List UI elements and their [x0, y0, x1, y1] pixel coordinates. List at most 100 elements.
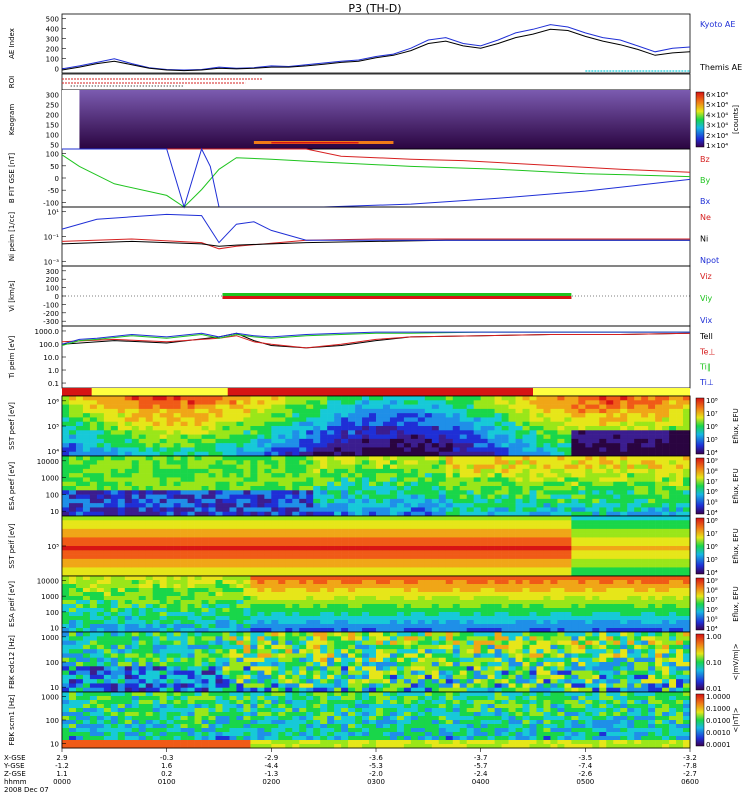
esa_e-cell	[89, 498, 98, 504]
esa_i-cell	[138, 628, 147, 633]
esa_i-cell	[62, 592, 70, 597]
esa_e-cell	[194, 481, 202, 487]
sst_i-cell	[82, 571, 91, 577]
esa_e-cell	[243, 473, 251, 478]
sst_e-cell	[648, 434, 656, 440]
sst_i-cell	[641, 516, 649, 521]
sst_e-cell	[187, 426, 195, 431]
sst_i-cell	[459, 550, 468, 555]
sst_e-cell	[334, 404, 342, 410]
sst_i-cell	[494, 554, 502, 560]
sst_e-cell	[75, 434, 84, 440]
esa_i-cell	[382, 592, 391, 597]
sst_e-cell	[75, 443, 84, 448]
esa_i-cell	[131, 612, 140, 617]
esa_e-cell	[341, 468, 349, 474]
esa_e-cell	[599, 477, 607, 483]
esa_e-cell	[585, 456, 593, 461]
esa_i-cell	[292, 628, 300, 633]
esa_i-cell	[564, 596, 572, 601]
esa_e-cell	[180, 460, 188, 465]
sst_i-cell	[292, 563, 300, 568]
sst_i-cell	[341, 546, 349, 551]
sst_i-cell	[236, 533, 244, 538]
esa_i-cell	[564, 588, 572, 593]
sst_i-cell	[62, 528, 70, 534]
sst_e-cell	[487, 417, 495, 423]
esa_e-cell	[117, 498, 126, 504]
sst_e-cell	[445, 430, 454, 435]
esa_i-cell	[173, 588, 181, 593]
sst_e-cell	[676, 438, 684, 444]
esa_e-cell	[306, 481, 314, 487]
sst_e-cell	[285, 400, 293, 405]
sst_e-cell	[641, 404, 649, 410]
sst_i-cell	[327, 528, 335, 534]
sst_e-cell	[131, 438, 140, 444]
esa_e-cell	[124, 464, 133, 470]
esa_i-cell	[320, 580, 328, 585]
esa_e-cell	[487, 486, 495, 491]
sst_i-cell	[403, 567, 412, 573]
esa_e-cell	[557, 507, 565, 513]
sst_i-cell	[564, 567, 572, 573]
sst_i-cell	[585, 541, 593, 547]
sst_e-cell	[250, 413, 258, 418]
esa_e-cell	[117, 477, 126, 483]
esa_i-cell	[222, 592, 230, 597]
sst_i-cell	[571, 563, 579, 568]
sst_e-cell	[124, 396, 133, 401]
esa_e-cell	[627, 481, 635, 487]
esa_e-cell	[131, 507, 140, 513]
sst_i-cell	[285, 567, 293, 573]
esa_e-cell	[376, 498, 384, 504]
sst_i-cell	[166, 571, 174, 577]
sst_i-cell	[96, 541, 105, 547]
esa_e-cell	[606, 507, 614, 513]
esa_i-cell	[571, 576, 579, 581]
sst_e-cell	[285, 396, 293, 401]
sst_i-cell	[501, 524, 509, 530]
esa_e-cell	[320, 503, 328, 508]
sst_i-cell	[201, 554, 209, 560]
sst_i-cell	[585, 571, 593, 577]
esa_e-colorbar-tick: 10⁶	[706, 488, 718, 496]
esa_i-cell	[445, 604, 454, 609]
sst_i-cell	[236, 541, 244, 547]
esa_i-cell	[438, 624, 447, 629]
sst_e-cell	[222, 451, 230, 457]
esa_i-cell	[138, 584, 147, 589]
esa_i-cell	[152, 600, 160, 605]
sst_e-cell	[424, 447, 433, 453]
esa_e-cell	[613, 498, 621, 504]
esa_i-cell	[131, 616, 140, 621]
esa_i-cell	[82, 612, 91, 617]
sst_i-cell	[515, 524, 523, 530]
sst_e-cell	[452, 417, 461, 423]
sst_i-cell	[403, 516, 412, 521]
sst_i-cell	[599, 558, 607, 564]
esa_e-cell	[662, 494, 670, 500]
esa_e-cell	[299, 468, 307, 474]
esa_e-cell	[320, 498, 328, 504]
esa_i-cell	[571, 612, 579, 617]
sst_e-cell	[445, 426, 454, 431]
esa_i-cell	[369, 576, 377, 581]
sst_i-cell	[424, 546, 433, 551]
sst_e-cell	[166, 438, 174, 444]
esa_i-cell	[410, 624, 419, 629]
esa_e-cell	[410, 477, 419, 483]
sst_i-cell	[634, 550, 642, 555]
esa_i-cell	[522, 604, 530, 609]
esa_e-cell	[103, 456, 112, 461]
sst_i-cell	[138, 571, 147, 577]
esa_i-cell	[341, 588, 349, 593]
esa_e-cell	[655, 498, 663, 504]
sst_i-cell	[669, 520, 677, 525]
sst_i-cell	[257, 546, 265, 551]
esa_i-cell	[376, 600, 384, 605]
esa_e-cell	[606, 503, 614, 508]
sst_e-cell	[68, 426, 77, 431]
sst_e-cell	[431, 438, 440, 444]
sst_e-cell	[382, 408, 391, 414]
